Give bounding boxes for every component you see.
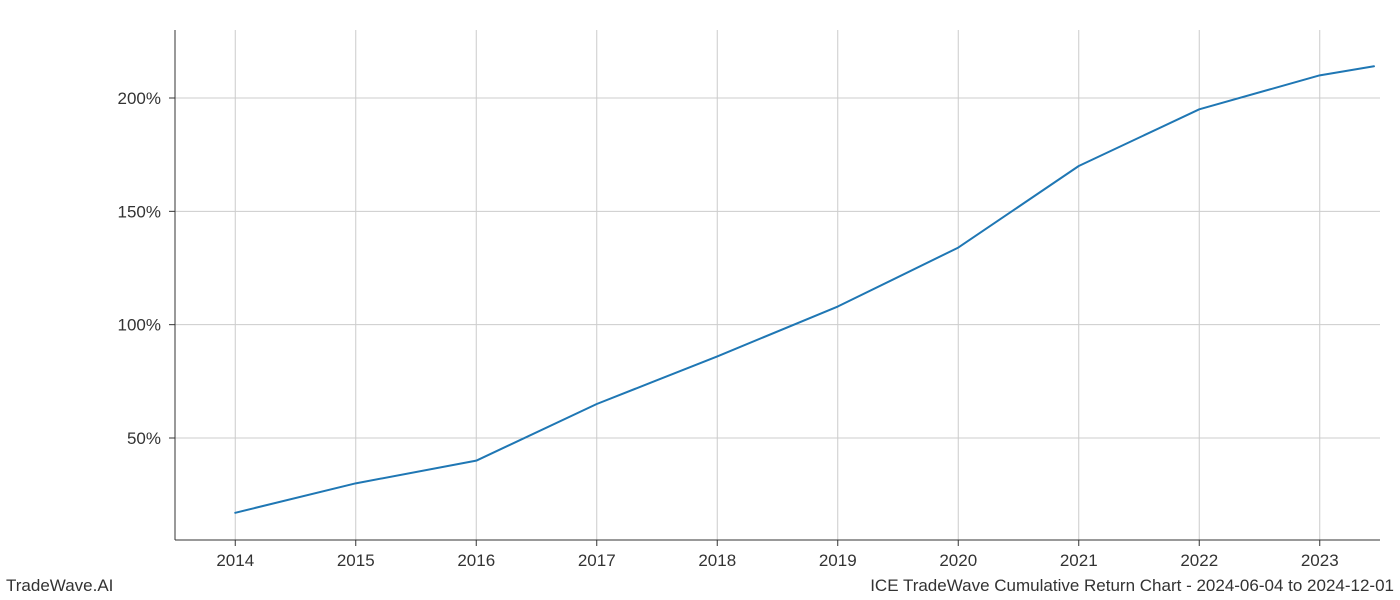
svg-text:2021: 2021 [1060,551,1098,570]
line-chart: 2014 2015 2016 2017 2018 2019 2020 2021 2022 2023… [0,0,1400,600]
svg-text:2019: 2019 [819,551,857,570]
svg-text:2023: 2023 [1301,551,1339,570]
footer: TradeWave.AI ICE TradeWave Cumulative Re… [0,572,1400,600]
svg-text:2017: 2017 [578,551,616,570]
svg-text:100%: 100% [118,316,161,335]
svg-text:50%: 50% [127,429,161,448]
svg-text:2014: 2014 [216,551,254,570]
svg-text:2015: 2015 [337,551,375,570]
svg-text:200%: 200% [118,89,161,108]
svg-text:2018: 2018 [698,551,736,570]
chart-container: 2014 2015 2016 2017 2018 2019 2020 2021 2022 2023… [0,0,1400,600]
svg-text:150%: 150% [118,202,161,221]
footer-right-label: ICE TradeWave Cumulative Return Chart - … [870,576,1394,596]
svg-text:2016: 2016 [457,551,495,570]
footer-left-label: TradeWave.AI [6,576,113,596]
svg-text:2022: 2022 [1180,551,1218,570]
svg-text:2020: 2020 [939,551,977,570]
